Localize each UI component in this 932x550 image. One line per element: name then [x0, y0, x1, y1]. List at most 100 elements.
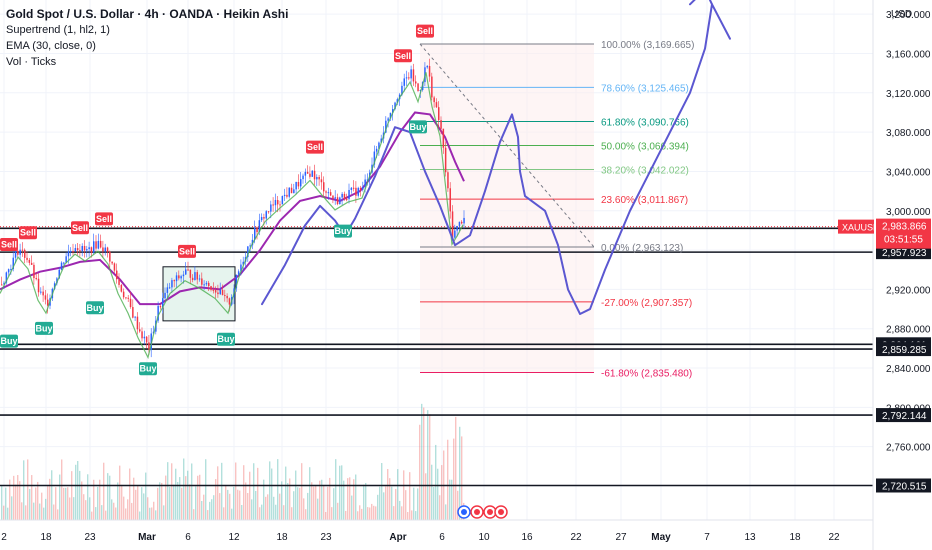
horizontal-levels[interactable] — [0, 227, 873, 487]
time-tick-2: 23 — [84, 532, 96, 543]
volume-bar — [69, 497, 71, 520]
candle-body — [318, 177, 320, 180]
volume-bar — [105, 510, 107, 520]
candle-body — [431, 76, 433, 98]
candle-body — [435, 102, 438, 108]
signal-label-4: Sell — [179, 246, 195, 256]
volume-bar — [457, 490, 459, 520]
candle-body — [373, 151, 376, 165]
candle-body — [141, 331, 143, 339]
indicator-supertrend[interactable]: Supertrend (1, hl2, 1) — [6, 24, 110, 36]
candle-body — [279, 204, 281, 206]
volume-bar — [219, 493, 221, 520]
indicator-volume[interactable]: Vol · Ticks — [6, 56, 57, 68]
volume-bar — [319, 480, 321, 520]
volume-bar — [237, 489, 239, 520]
candle-body — [148, 342, 150, 350]
candle-body — [343, 193, 346, 200]
candle-body — [267, 211, 270, 213]
volume-bar — [293, 491, 295, 520]
candle-body — [444, 147, 447, 173]
fib-label-5: 23.60% (3,011.867) — [601, 195, 688, 206]
candle-body — [415, 81, 417, 84]
volume-bar — [373, 505, 375, 520]
volume-bar — [161, 482, 163, 520]
signal-box-11 — [139, 362, 157, 376]
candle-body — [242, 261, 244, 265]
volume-bar — [281, 481, 283, 520]
candle-body — [316, 177, 318, 180]
volume-bar — [63, 487, 65, 520]
volume-bar — [129, 468, 131, 520]
event-icons[interactable] — [457, 505, 508, 519]
volume-bar — [213, 495, 215, 520]
candle-body — [159, 306, 162, 308]
current-price-tag-bg — [876, 218, 931, 249]
volume-bar — [29, 488, 31, 520]
candle-body — [263, 217, 265, 219]
candle-body — [447, 172, 449, 189]
signal-box-1 — [19, 226, 37, 240]
level-tag-5: 2,720.515 — [882, 481, 927, 492]
candle-body — [203, 284, 205, 286]
hand-drawn-projection[interactable] — [261, 0, 736, 315]
volume-bar — [173, 484, 175, 520]
volume-bar — [269, 461, 271, 520]
volume-bar — [403, 470, 405, 520]
candle-body — [97, 240, 100, 249]
volume-bar — [81, 481, 83, 520]
currency-label[interactable]: USD — [891, 9, 913, 20]
volume-bar — [335, 459, 337, 520]
volume-bar — [377, 494, 379, 520]
volume-bar — [93, 479, 95, 520]
volume-bar — [27, 459, 29, 520]
volume-bar — [3, 505, 5, 520]
candle-body — [35, 278, 37, 280]
volume-bar — [367, 507, 369, 520]
candle-body — [173, 280, 175, 282]
time-tick-7: 23 — [320, 532, 332, 543]
fibonacci-retracement[interactable]: 100.00% (3,169.665) 78.60% (3,125.465) 61.… — [419, 40, 694, 380]
volume-bar — [89, 497, 91, 520]
volume-bar — [351, 495, 353, 520]
candle-body — [401, 85, 403, 95]
volume-bar — [133, 477, 135, 520]
volume-bar — [323, 484, 325, 520]
volume-bar — [127, 499, 129, 520]
signal-label-12: Buy — [217, 334, 234, 344]
event-icon-dot-2 — [487, 509, 493, 515]
volume-bar — [245, 482, 247, 520]
time-tick-0: 2 — [1, 532, 7, 543]
volume-bar — [301, 463, 303, 520]
level-tag-bg-3 — [876, 342, 931, 357]
candle-body — [336, 197, 339, 205]
volume-bar — [333, 488, 335, 520]
price-axis[interactable]: 2,720.0002,760.0002,800.0002,840.0002,88… — [838, 0, 932, 550]
volume-bar — [119, 465, 121, 520]
volume-bar — [387, 469, 389, 520]
candle-body — [125, 297, 127, 299]
candle-body — [288, 187, 290, 197]
volume-bar — [211, 499, 213, 520]
volume-bar — [359, 505, 361, 520]
candle-body — [346, 199, 348, 201]
candle-body — [463, 217, 465, 224]
fib-label-1: 78.60% (3,125.465) — [601, 83, 689, 94]
signal-label-10: Buy — [86, 303, 103, 313]
candle-body — [111, 261, 113, 264]
volume-bar — [155, 510, 157, 520]
volume-bar — [75, 464, 77, 520]
candle-body — [65, 256, 67, 263]
volume-bar — [315, 485, 317, 520]
volume-bar — [305, 509, 307, 520]
candle-body — [221, 289, 224, 296]
candle-body — [178, 275, 180, 279]
time-axis[interactable]: 2 18 23 Mar 6 12 18 23 Apr 6 10 16 22 27 May 7 13 18 22 — [0, 519, 873, 543]
candle-body — [136, 316, 139, 330]
indicator-ema[interactable]: EMA (30, close, 0) — [6, 40, 96, 52]
candle-body — [30, 262, 33, 265]
fib-label-3: 50.00% (3,066.394) — [601, 141, 689, 152]
candle-body — [185, 269, 187, 275]
volume-bar — [297, 487, 299, 520]
